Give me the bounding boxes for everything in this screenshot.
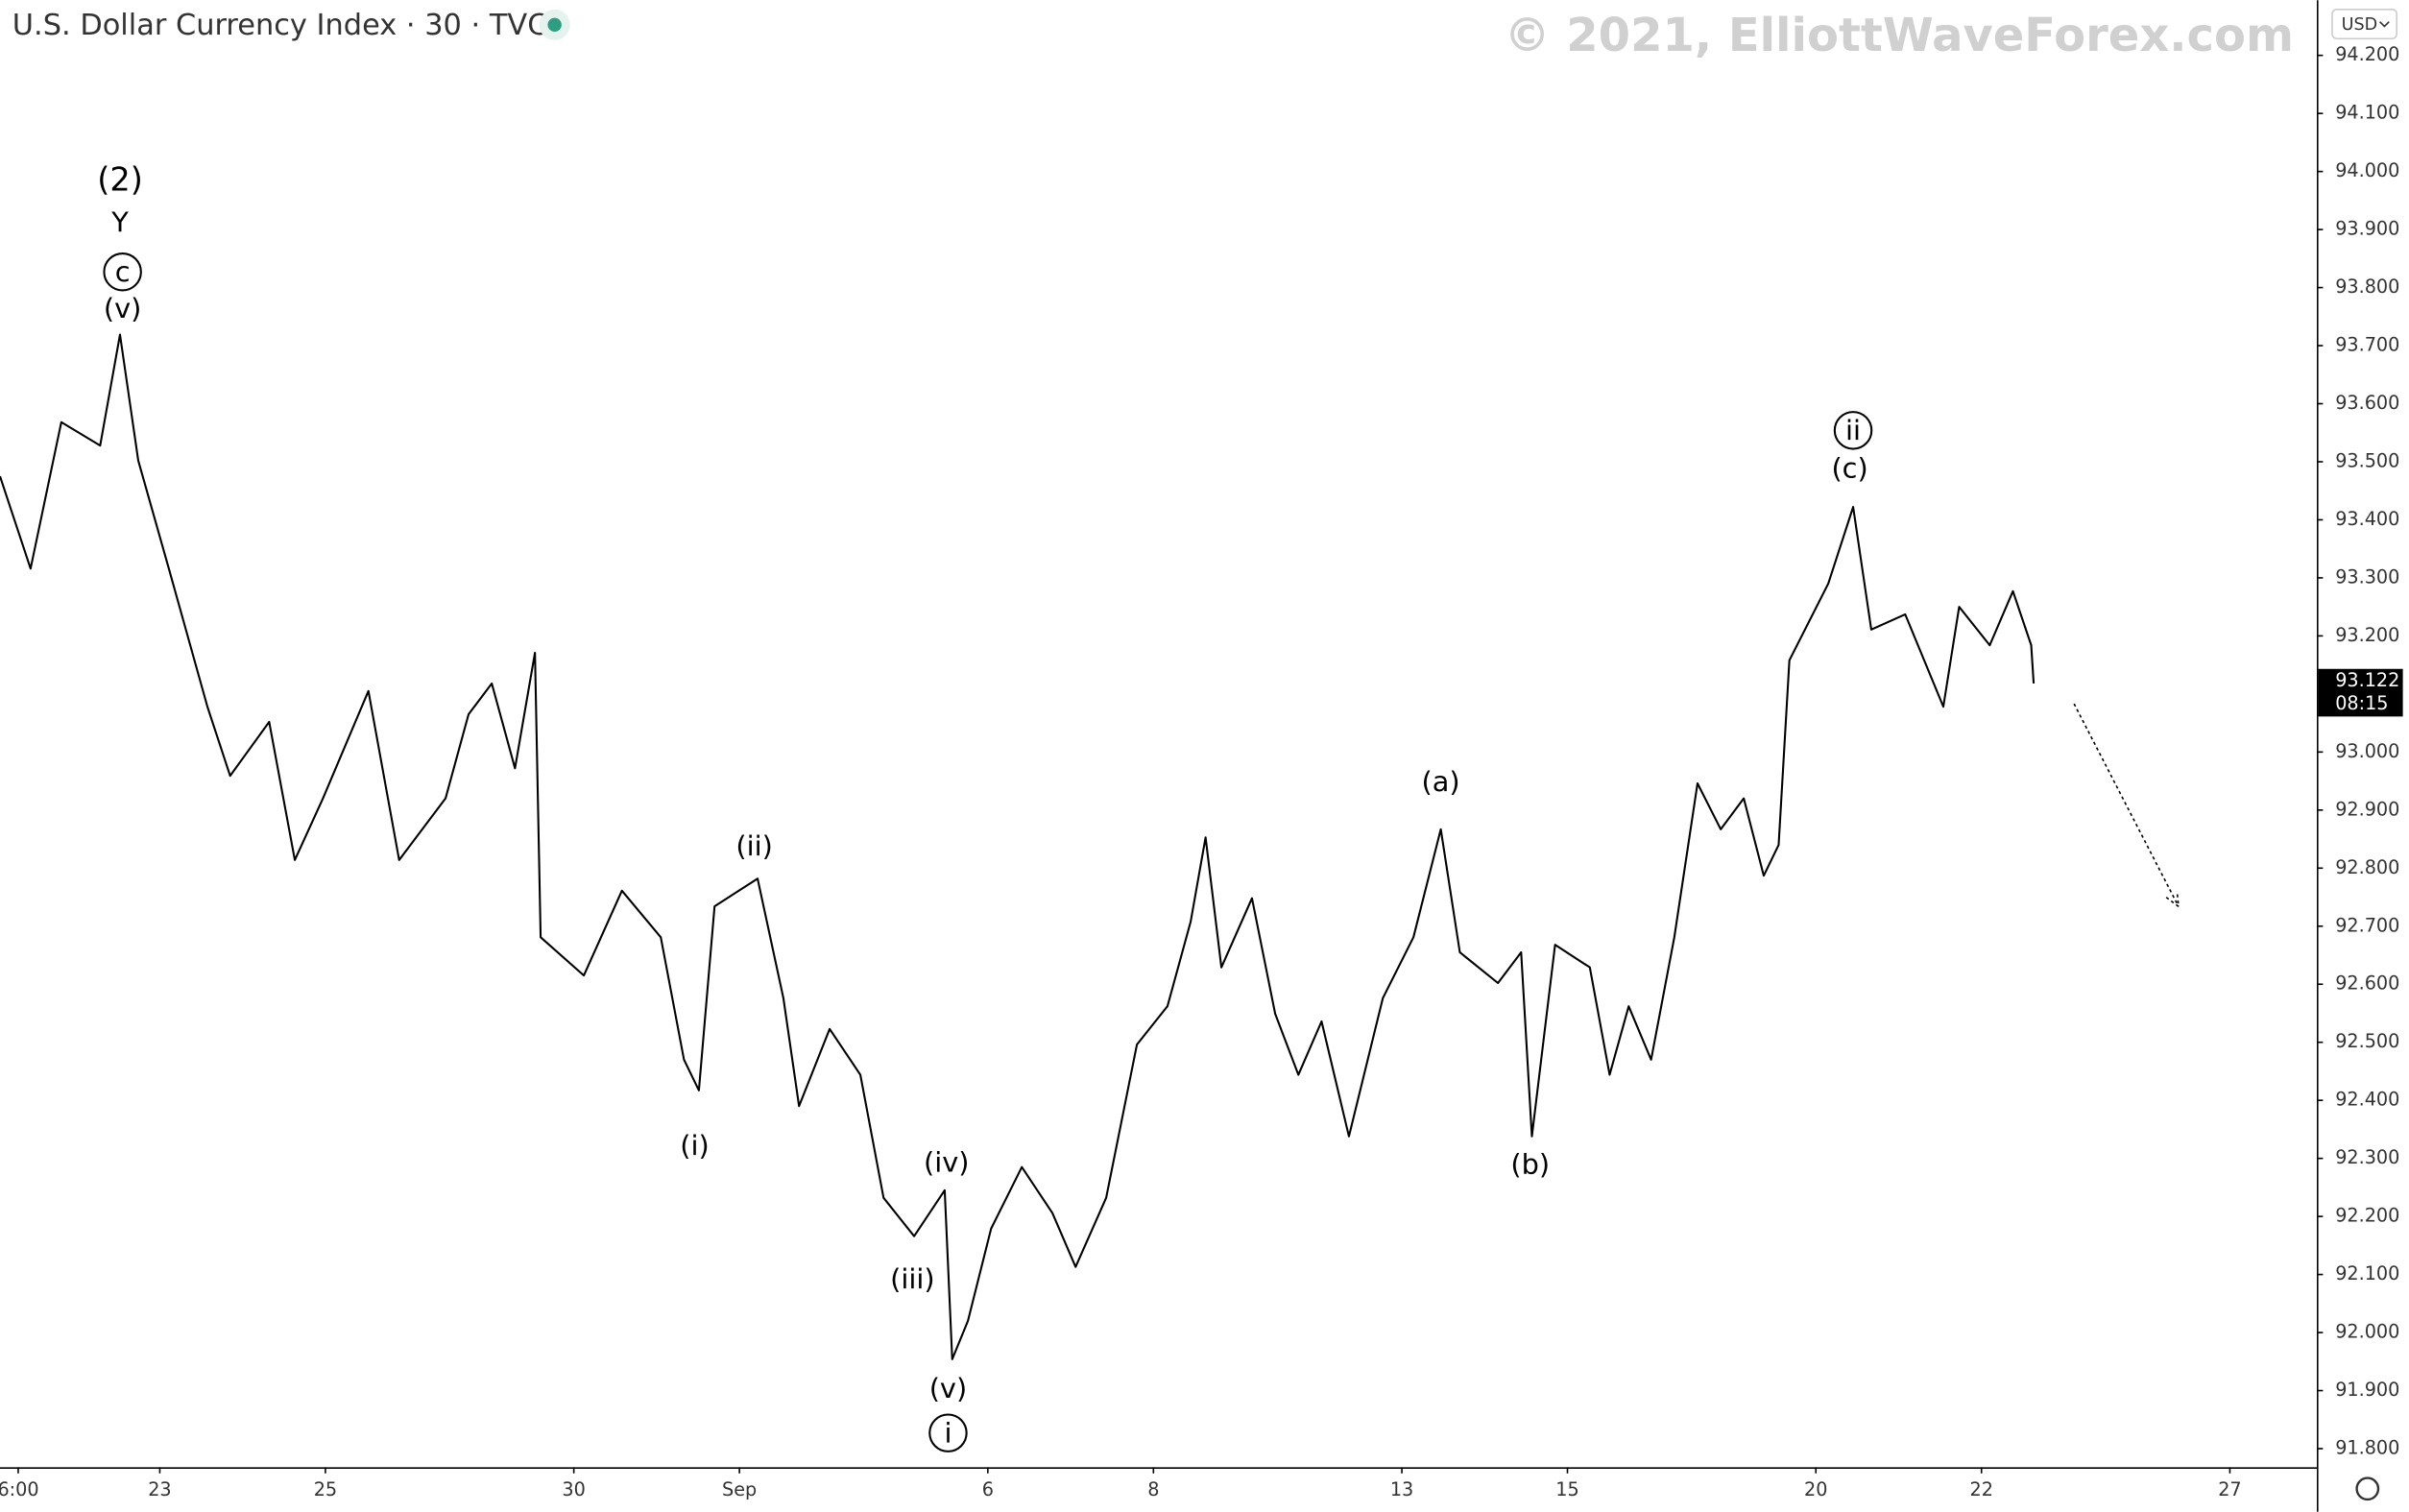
y-tick-label: 93.900 <box>2335 218 2399 240</box>
y-tick-label: 92.400 <box>2335 1089 2399 1111</box>
wave-label: i <box>944 1416 952 1449</box>
y-tick-label: 91.900 <box>2335 1379 2399 1401</box>
status-dot <box>547 17 562 33</box>
wave-label: c <box>115 255 131 288</box>
price-line <box>0 333 2036 1360</box>
x-tick-label: 13 <box>1390 1478 1413 1500</box>
y-tick-label: 91.800 <box>2335 1437 2399 1459</box>
wave-label: (a) <box>1422 765 1460 798</box>
wave-circle <box>103 252 142 292</box>
y-tick-label: 93.400 <box>2335 508 2399 530</box>
y-tick-label: 93.700 <box>2335 334 2399 356</box>
wave-label: (c) <box>1831 451 1867 484</box>
wave-label: (i) <box>680 1129 709 1162</box>
wave-label: (v) <box>929 1372 968 1404</box>
y-tick-label: 92.600 <box>2335 972 2399 995</box>
currency-button[interactable] <box>2331 9 2397 40</box>
x-tick-label: 22 <box>1970 1478 1993 1500</box>
wave-label: (ii) <box>735 829 772 862</box>
y-tick-label: 92.100 <box>2335 1262 2399 1284</box>
y-tick-label: 92.000 <box>2335 1321 2399 1343</box>
x-tick-label: 30 <box>562 1478 585 1500</box>
x-tick-label: 23 <box>148 1478 171 1500</box>
projection-arrow-head <box>2165 891 2180 909</box>
y-tick-label: 92.900 <box>2335 798 2399 820</box>
wave-label: (v) <box>104 292 142 324</box>
settings-icon[interactable] <box>2355 1476 2380 1501</box>
wave-circle <box>928 1413 968 1452</box>
chart-title: U.S. Dollar Currency Index · 30 · TVC <box>12 9 548 42</box>
wave-label: Y <box>110 206 129 239</box>
y-tick-label: 92.200 <box>2335 1205 2399 1227</box>
y-tick-label: 94.000 <box>2335 159 2399 181</box>
x-tick-label: Sep <box>722 1478 757 1500</box>
x-tick-label: 25 <box>314 1478 337 1500</box>
wave-label: (iv) <box>924 1146 970 1179</box>
last-price-label: 93.122 <box>2335 669 2399 691</box>
y-tick-label: 93.600 <box>2335 392 2399 414</box>
y-tick-label: 93.000 <box>2335 740 2399 762</box>
x-tick-label: 15 <box>1555 1478 1578 1500</box>
x-tick-label: 27 <box>2218 1478 2241 1500</box>
x-tick-label: 6 <box>982 1478 994 1500</box>
projection-arrow <box>2073 703 2180 907</box>
wave-circle <box>1833 411 1873 450</box>
wave-label: ii <box>1845 414 1861 446</box>
currency-caret[interactable] <box>2379 21 2390 28</box>
y-tick-label: 94.200 <box>2335 43 2399 65</box>
wave-label: (2) <box>97 160 143 198</box>
y-tick-label: 93.800 <box>2335 276 2399 298</box>
y-tick-label: 93.500 <box>2335 449 2399 471</box>
watermark: © 2021, ElliottWaveForex.com <box>1505 9 2294 62</box>
y-tick-label: 92.700 <box>2335 914 2399 936</box>
y-tick-label: 93.200 <box>2335 624 2399 646</box>
y-tick-label: 92.500 <box>2335 1030 2399 1052</box>
y-tick-label: 93.300 <box>2335 565 2399 588</box>
x-tick-label: 20 <box>1804 1478 1827 1500</box>
last-price-box <box>2318 668 2403 717</box>
y-tick-label: 94.100 <box>2335 102 2399 124</box>
countdown-label: 08:15 <box>2335 692 2388 714</box>
y-tick-label: 92.800 <box>2335 856 2399 878</box>
currency-label[interactable]: USD <box>2342 15 2378 35</box>
y-tick-label: 92.300 <box>2335 1146 2399 1168</box>
wave-label: (b) <box>1510 1148 1550 1181</box>
x-tick-label: 6:00 <box>0 1478 39 1500</box>
x-tick-label: 8 <box>1147 1478 1159 1500</box>
wave-label: (iii) <box>890 1262 934 1295</box>
